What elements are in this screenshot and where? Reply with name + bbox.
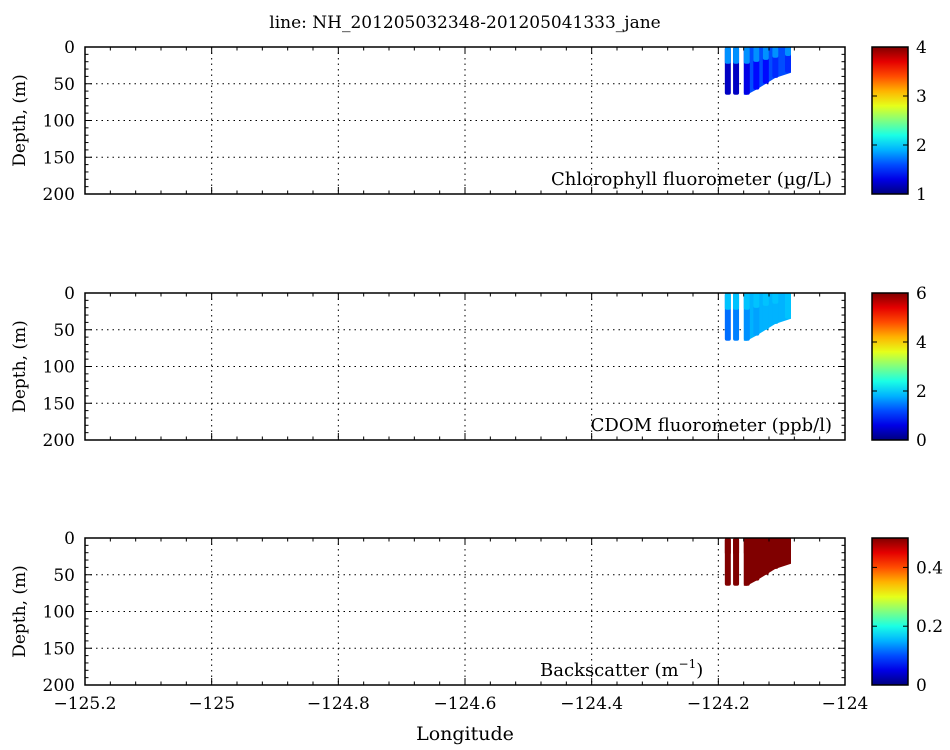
x-axis-label: Longitude (416, 723, 514, 745)
x-tick-label: −124.4 (560, 694, 623, 714)
profile-surface-7 (785, 538, 791, 548)
colorbar (871, 292, 909, 441)
colorbar-tick-label: 0 (916, 431, 927, 451)
profile-surface-4 (753, 293, 760, 308)
colorbar-tick-label: 0.2 (916, 617, 943, 637)
y-axis-label: Depth, (m) (10, 74, 30, 167)
profile-surface-3 (743, 538, 750, 555)
colorbar-tick-label: 6 (916, 284, 927, 304)
y-tick-label: 50 (53, 321, 75, 341)
y-tick-label: 200 (43, 185, 75, 205)
y-tick-label: 200 (43, 676, 75, 696)
y-tick-label: 100 (43, 603, 75, 623)
x-tick-label: −124 (822, 694, 869, 714)
colorbar-tick-label: 2 (916, 382, 927, 402)
profile-surface-1 (724, 47, 731, 64)
panel-label: Backscatter (m−1) (540, 657, 703, 681)
profile-surface-2 (733, 47, 740, 64)
colorbar-tick-label: 4 (916, 333, 927, 353)
colorbar (871, 46, 909, 195)
profile-surface-4 (753, 538, 760, 553)
colorbar-tick-label: 0 (916, 676, 927, 696)
y-tick-label: 50 (53, 75, 75, 95)
x-tick-label: −124.8 (307, 694, 370, 714)
panel-1: 0 50 100 150 200 Depth, (m) Chlorophyll fluoro… (10, 38, 927, 205)
profile-surface-3 (743, 47, 750, 64)
x-tick-label: −124.2 (687, 694, 750, 714)
colorbar-tick-label: 4 (916, 38, 927, 58)
panel-2: 0 50 100 150 200 Depth, (m) CDOM fluorometer (… (10, 284, 927, 451)
y-tick-label: 150 (43, 148, 75, 168)
profile-surface-7 (785, 293, 791, 303)
colorbar (871, 537, 909, 686)
profile-surface-4 (753, 47, 760, 62)
profile-surface-6 (772, 47, 779, 58)
y-tick-label: 0 (64, 284, 75, 304)
profile-surface-3 (743, 293, 750, 310)
y-tick-label: 0 (64, 38, 75, 58)
y-tick-label: 150 (43, 639, 75, 659)
colorbar-tick-label: 2 (916, 136, 927, 156)
panel-label-close: ) (696, 660, 703, 681)
x-tick-label: −125 (188, 694, 235, 714)
profile-surface-2 (733, 538, 740, 555)
profile-surface-5 (762, 538, 769, 551)
colorbar-tick-label: 3 (916, 87, 927, 107)
colorbar-tick-label: 0.4 (916, 558, 943, 578)
panel-label-superscript: −1 (679, 657, 697, 671)
colorbar-tick-label: 1 (916, 185, 927, 205)
panel-label: CDOM fluorometer (ppb/l) (591, 415, 832, 436)
y-axis-label: Depth, (m) (10, 320, 30, 413)
y-tick-label: 200 (43, 431, 75, 451)
panel-label-text: Backscatter (m (540, 660, 679, 681)
y-tick-label: 0 (64, 529, 75, 549)
profile-surface-6 (772, 293, 779, 304)
panel-label: Chlorophyll fluorometer (µg/L) (551, 169, 832, 190)
y-tick-label: 50 (53, 566, 75, 586)
profile-surface-6 (772, 538, 779, 549)
y-tick-label: 100 (43, 112, 75, 132)
profile-surface-1 (724, 293, 731, 310)
y-tick-label: 150 (43, 394, 75, 414)
profile-surface-1 (724, 538, 731, 555)
profile-surface-5 (762, 47, 769, 60)
y-tick-label: 100 (43, 358, 75, 378)
profile-surface-7 (785, 47, 791, 57)
x-tick-label: −125.2 (54, 694, 117, 714)
profile-surface-5 (762, 293, 769, 306)
figure-title: line: NH_201205032348-201205041333_jane (269, 13, 660, 33)
x-tick-label: −124.6 (434, 694, 497, 714)
profile-surface-2 (733, 293, 740, 310)
y-axis-label: Depth, (m) (10, 565, 30, 658)
